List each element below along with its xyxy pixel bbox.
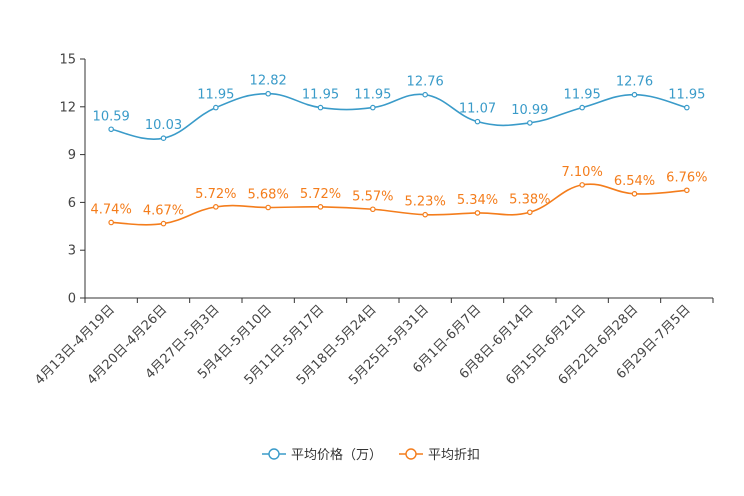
data-point <box>370 206 376 213</box>
data-point <box>474 210 481 216</box>
data-label: 5.57% <box>352 189 393 204</box>
data-point <box>108 219 114 226</box>
data-label: 5.72% <box>300 187 341 202</box>
data-point <box>527 209 533 216</box>
data-point <box>317 104 324 111</box>
data-point <box>370 104 376 111</box>
y-tick-label: 0 <box>68 292 76 307</box>
data-point <box>422 211 428 218</box>
data-label: 5.72% <box>195 187 236 202</box>
data-point <box>422 91 428 98</box>
data-point <box>265 204 271 211</box>
data-label: 11.95 <box>197 88 234 103</box>
legend-marker <box>268 448 280 460</box>
legend-marker <box>405 448 417 460</box>
data-label: 5.23% <box>405 195 446 210</box>
data-point <box>527 120 533 126</box>
data-point <box>631 190 638 197</box>
data-point <box>108 126 114 133</box>
series-1: 10.59 10.03 11.95 12.82 11.95 11.95 12.76 11.07… <box>93 74 705 141</box>
data-point <box>213 204 219 210</box>
data-point <box>160 220 167 227</box>
legend-label: 平均价格（万） <box>291 447 382 463</box>
data-label: 6.76% <box>666 170 707 185</box>
series-line <box>111 183 687 226</box>
y-tick-label: 12 <box>59 100 76 115</box>
data-point <box>631 91 638 98</box>
data-label: 10.59 <box>93 109 130 124</box>
series-2: 4.74% 4.67% 5.72% 5.68% 5.72% 5.57% 5.23% 5.34%… <box>91 165 707 227</box>
data-label: 5.68% <box>248 187 289 202</box>
data-label: 11.95 <box>354 88 391 103</box>
data-label: 5.38% <box>509 192 550 207</box>
data-label: 4.67% <box>143 204 184 219</box>
data-label: 4.74% <box>91 202 132 217</box>
data-label: 12.76 <box>616 75 653 90</box>
data-point <box>579 182 585 188</box>
data-label: 11.95 <box>302 88 339 103</box>
legend-item-2: 平均折扣 <box>399 448 480 463</box>
axes: 036912154月13日-4月19日4月20日-4月26日4月27日-5月3日… <box>32 53 714 388</box>
data-label: 11.95 <box>668 88 705 103</box>
data-point <box>684 187 690 194</box>
y-tick-label: 3 <box>68 244 76 259</box>
data-label: 10.99 <box>511 103 548 118</box>
series-layer: 10.59 10.03 11.95 12.82 11.95 11.95 12.76 11.07… <box>91 74 707 227</box>
data-point <box>160 135 167 141</box>
data-point <box>579 104 585 111</box>
data-label: 7.10% <box>562 165 603 180</box>
data-label: 12.82 <box>250 74 287 89</box>
data-point <box>213 104 219 111</box>
data-point <box>265 90 271 97</box>
data-label: 5.34% <box>457 193 498 208</box>
data-point <box>317 204 324 210</box>
data-point <box>474 118 481 125</box>
data-label: 11.95 <box>564 88 601 103</box>
legend-item-1: 平均价格（万） <box>262 447 382 463</box>
legend-label: 平均折扣 <box>428 448 480 463</box>
data-label: 10.03 <box>145 118 182 133</box>
y-tick-label: 15 <box>59 53 76 68</box>
data-label: 6.54% <box>614 174 655 189</box>
legend: 平均价格（万） 平均折扣 <box>262 447 480 463</box>
y-tick-label: 9 <box>68 148 76 163</box>
y-tick-label: 6 <box>68 196 76 211</box>
data-label: 12.76 <box>407 75 444 90</box>
data-point <box>684 104 690 111</box>
data-label: 11.07 <box>459 102 496 117</box>
